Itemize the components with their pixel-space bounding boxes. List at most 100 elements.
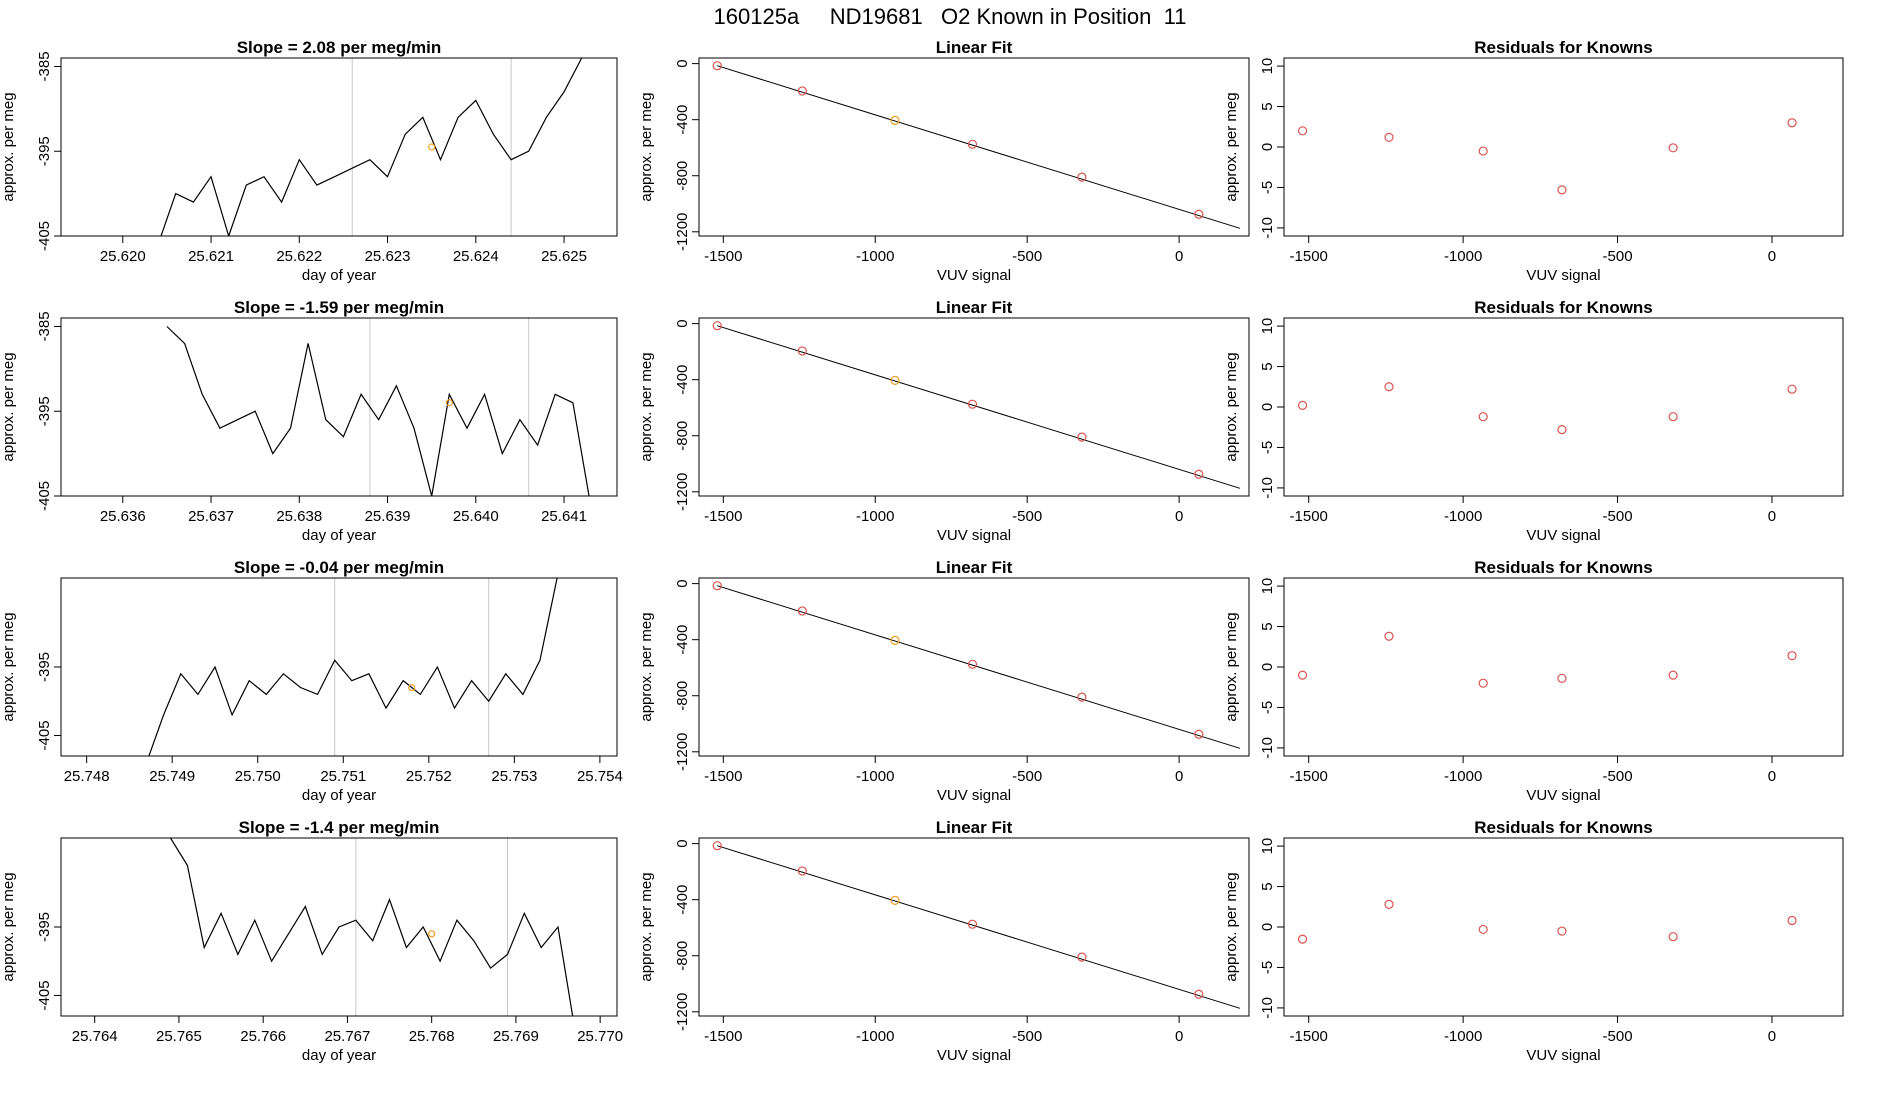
data-point xyxy=(1668,670,1678,680)
data-point xyxy=(1297,934,1308,944)
x-tick-label: 25.637 xyxy=(188,508,234,525)
x-tick-label: 25.764 xyxy=(72,1028,118,1045)
series-line xyxy=(160,58,583,236)
y-tick-label: -10 xyxy=(1259,997,1276,1019)
data-point xyxy=(712,61,722,71)
x-tick-label: -1000 xyxy=(1444,248,1482,265)
x-tick-label: 25.624 xyxy=(453,248,499,265)
data-point xyxy=(1297,400,1308,410)
panel-title: Slope = 2.08 per meg/min xyxy=(237,38,442,57)
plot-frame xyxy=(698,837,1250,1017)
data-point xyxy=(1787,915,1797,926)
plot-area xyxy=(712,61,1241,229)
series-line xyxy=(148,578,558,756)
panel-residuals-row-1: Residuals for Knowns VUV signal approx. pe… xyxy=(1223,298,1844,544)
plot-frame xyxy=(60,57,618,237)
y-tick-label: -800 xyxy=(674,161,691,191)
x-tick-label: 25.768 xyxy=(409,1028,455,1045)
data-point xyxy=(1668,143,1678,153)
x-tick-label: -1500 xyxy=(1290,1028,1328,1045)
x-tick-label: -1500 xyxy=(704,1028,742,1045)
data-point xyxy=(1557,926,1567,936)
y-tick-label: -1200 xyxy=(674,473,691,511)
x-tick-label: 25.639 xyxy=(365,508,411,525)
data-point xyxy=(967,139,978,149)
series-line xyxy=(169,838,574,1016)
plot-frame xyxy=(698,317,1250,497)
x-axis-label: VUV signal xyxy=(937,267,1011,284)
marker-point xyxy=(445,399,453,407)
data-point xyxy=(1557,673,1567,683)
x-tick-label: -1500 xyxy=(1290,508,1328,525)
plot-area xyxy=(166,318,590,496)
data-point xyxy=(890,115,900,125)
x-tick-label: -1000 xyxy=(1444,508,1482,525)
figure-title: 160125a ND19681 O2 Known in Position 11 xyxy=(713,4,1187,29)
data-point xyxy=(890,895,900,905)
data-point xyxy=(1668,412,1678,422)
y-tick-label: -1200 xyxy=(674,733,691,771)
x-axis-label: day of year xyxy=(302,1047,376,1064)
plot-frame xyxy=(698,577,1250,757)
x-tick-label: 25.767 xyxy=(324,1028,370,1045)
x-tick-label: 25.749 xyxy=(149,768,195,785)
data-point xyxy=(1557,185,1567,195)
x-tick-label: -500 xyxy=(1012,248,1042,265)
y-axis-label: approx. per meg xyxy=(638,612,655,721)
x-tick-label: 25.622 xyxy=(276,248,322,265)
x-tick-label: 25.638 xyxy=(276,508,322,525)
panel-residuals-row-2: Residuals for Knowns VUV signal approx. pe… xyxy=(1223,558,1844,804)
panel-linear-fit-row-0: Linear Fit VUV signal approx. per meg -1500… xyxy=(638,38,1250,284)
x-tick-label: 0 xyxy=(1768,1028,1776,1045)
data-point xyxy=(1668,932,1678,942)
y-tick-label: -395 xyxy=(36,136,53,166)
x-tick-label: 25.748 xyxy=(64,768,110,785)
x-tick-label: -500 xyxy=(1012,508,1042,525)
y-tick-label: 0 xyxy=(1259,923,1276,931)
plot-area xyxy=(1297,118,1797,195)
data-point xyxy=(1297,670,1308,680)
data-point xyxy=(1297,126,1308,136)
panel-title: Residuals for Knowns xyxy=(1474,818,1653,837)
plot-area xyxy=(1297,382,1797,435)
data-point xyxy=(797,86,807,96)
y-tick-label: -400 xyxy=(674,365,691,395)
y-tick-label: 10 xyxy=(1259,318,1276,335)
x-tick-label: -1500 xyxy=(1290,768,1328,785)
data-point xyxy=(1384,631,1394,641)
panel-title: Residuals for Knowns xyxy=(1474,558,1653,577)
y-tick-label: -10 xyxy=(1259,217,1276,239)
x-tick-label: 25.769 xyxy=(493,1028,539,1045)
panel-title: Linear Fit xyxy=(936,38,1013,57)
y-axis-label: approx. per meg xyxy=(638,352,655,461)
data-point xyxy=(797,866,807,876)
marker-point xyxy=(428,143,436,151)
y-axis-label: approx. per meg xyxy=(1223,352,1240,461)
y-tick-label: -400 xyxy=(674,625,691,655)
x-tick-label: -500 xyxy=(1603,1028,1633,1045)
y-axis-label: approx. per meg xyxy=(0,872,17,981)
y-tick-label: 5 xyxy=(1259,362,1276,370)
x-tick-label: -1000 xyxy=(856,508,894,525)
y-tick-label: 0 xyxy=(674,579,691,587)
panel-title: Slope = -1.59 per meg/min xyxy=(234,298,444,317)
x-tick-label: -500 xyxy=(1603,768,1633,785)
x-axis-label: VUV signal xyxy=(1526,267,1600,284)
plot-area xyxy=(1297,899,1797,944)
y-axis-label: approx. per meg xyxy=(0,352,17,461)
fit-line xyxy=(717,325,1241,489)
x-tick-label: 25.620 xyxy=(100,248,146,265)
fit-line xyxy=(717,585,1241,749)
plot-area xyxy=(148,578,558,756)
panel-linear-fit-row-2: Linear Fit VUV signal approx. per meg -1500… xyxy=(638,558,1250,804)
x-tick-label: 25.752 xyxy=(406,768,452,785)
y-axis-label: approx. per meg xyxy=(638,92,655,201)
panel-timeseries-row-3: Slope = -1.4 per meg/min day of year appro… xyxy=(0,818,623,1064)
data-point xyxy=(890,375,900,385)
x-tick-label: 25.765 xyxy=(156,1028,202,1045)
y-tick-label: -395 xyxy=(36,652,53,682)
plot-area xyxy=(1297,631,1797,688)
y-tick-label: -395 xyxy=(36,912,53,942)
x-axis-label: VUV signal xyxy=(937,527,1011,544)
